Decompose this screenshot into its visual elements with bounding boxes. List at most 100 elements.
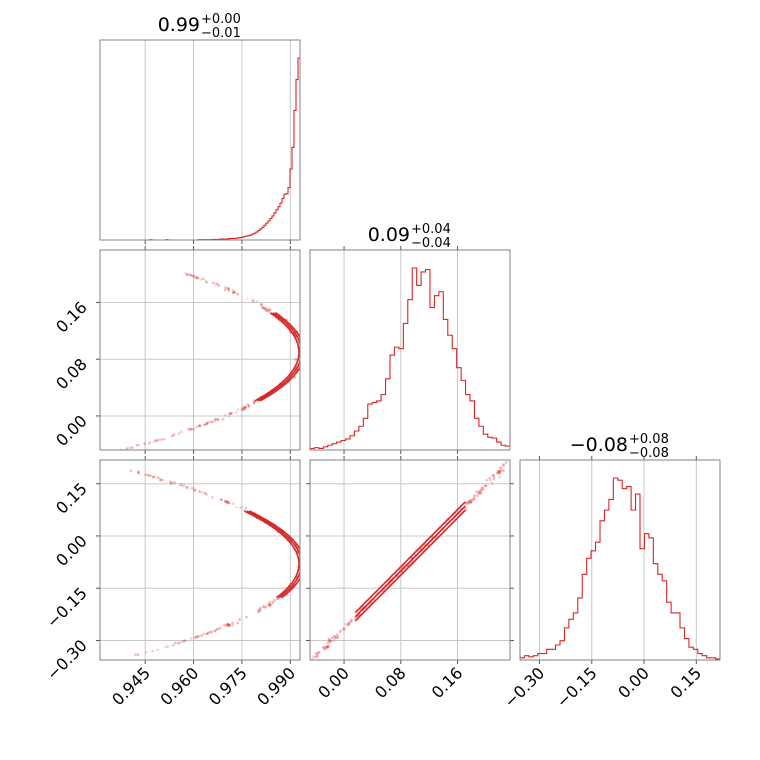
sample-point [238, 618, 241, 621]
sample-point [240, 506, 244, 509]
sample-point [202, 632, 206, 636]
sample-point [339, 629, 342, 633]
sample-point [228, 624, 231, 627]
sample-point [502, 463, 506, 466]
sample-point [327, 644, 331, 647]
sample-point [302, 356, 305, 359]
sample-point [185, 486, 189, 490]
sample-point [147, 442, 151, 445]
sample-point [466, 501, 469, 504]
sample-point [143, 442, 147, 446]
sample-point [258, 609, 261, 612]
panel-frame [99, 39, 301, 241]
sample-point [169, 480, 172, 484]
sample-point [224, 285, 227, 289]
sample-point [270, 599, 274, 603]
sample-point [189, 637, 193, 640]
panels: 0.945 0.960 0.975 0.990 0.00 0.08 0.16 −0.30 −0.… [43, 39, 721, 711]
sample-point [186, 486, 189, 490]
sample-point [161, 438, 164, 441]
sample-point [260, 305, 264, 309]
sample-point [228, 289, 231, 293]
sample-point [331, 640, 334, 643]
sample-point [172, 433, 176, 436]
sample-point [189, 427, 193, 431]
xtick-label-1-0: 0.00 [314, 663, 353, 702]
title-value-2: −0.08 [570, 434, 628, 456]
sample-point [303, 359, 306, 362]
sample-point [223, 413, 227, 417]
sample-point [476, 494, 480, 497]
sample-point [333, 636, 337, 639]
sample-point [194, 276, 197, 280]
scatter-points [114, 271, 306, 454]
sample-point [301, 342, 304, 345]
sample-point [155, 439, 158, 443]
sample-point [354, 616, 357, 620]
sample-point [224, 500, 227, 503]
sample-point [477, 491, 481, 495]
title-plus-2: +0.08 [629, 432, 669, 447]
sample-point [352, 618, 356, 622]
sample-point [179, 483, 183, 486]
sample-point [315, 655, 318, 658]
sample-point [180, 484, 184, 488]
sample-point [205, 632, 209, 636]
sample-point [488, 477, 491, 480]
sample-point [232, 290, 235, 294]
sample-point [271, 601, 274, 605]
sample-point [152, 475, 155, 479]
sample-point [242, 408, 245, 411]
sample-point [491, 474, 495, 477]
sample-point [303, 560, 306, 563]
sample-point [213, 283, 217, 286]
sample-point [148, 441, 152, 444]
sample-point [469, 500, 473, 504]
sample-point [198, 424, 202, 427]
sample-point [216, 418, 219, 422]
sample-point [303, 555, 306, 558]
xtick-label-2-1: −0.15 [553, 663, 601, 711]
sample-point [245, 615, 248, 619]
sample-point [317, 650, 320, 654]
sample-point [205, 280, 209, 284]
xtick-label-2-2: 0.00 [614, 663, 653, 702]
sample-point [173, 481, 176, 484]
sample-point [193, 636, 197, 639]
title-param-0: 0.99 +0.00 −0.01 [158, 12, 241, 41]
sample-point [206, 631, 210, 635]
sample-point [228, 623, 231, 627]
sample-point [203, 423, 206, 426]
contour-line-0 [254, 312, 300, 402]
sample-point [479, 488, 483, 491]
sample-point [242, 406, 246, 409]
sample-point [496, 470, 500, 474]
sample-point [502, 463, 505, 467]
sample-point [158, 476, 161, 480]
sample-point [172, 643, 175, 647]
sample-point [482, 488, 485, 491]
sample-point [264, 307, 268, 311]
sample-point [300, 567, 303, 570]
sample-point [328, 639, 332, 643]
sample-point [178, 484, 181, 487]
sample-point [347, 622, 350, 626]
panel-frame [99, 459, 301, 661]
ytick-label-2-2: 0.00 [52, 531, 91, 570]
sample-point [272, 600, 276, 604]
sample-point [477, 491, 480, 495]
sample-point [152, 440, 155, 444]
sample-point [316, 652, 319, 656]
sample-point [172, 433, 175, 436]
sample-point [201, 277, 205, 281]
sample-point [322, 646, 326, 649]
sample-point [213, 629, 217, 633]
sample-point [195, 425, 199, 429]
sample-point [198, 490, 201, 493]
sample-point [114, 451, 117, 454]
title-plus-0: +0.00 [201, 12, 241, 27]
sample-point [328, 639, 332, 642]
sample-point [468, 498, 472, 502]
contour-line-0 [244, 510, 300, 599]
sample-point [225, 622, 229, 626]
